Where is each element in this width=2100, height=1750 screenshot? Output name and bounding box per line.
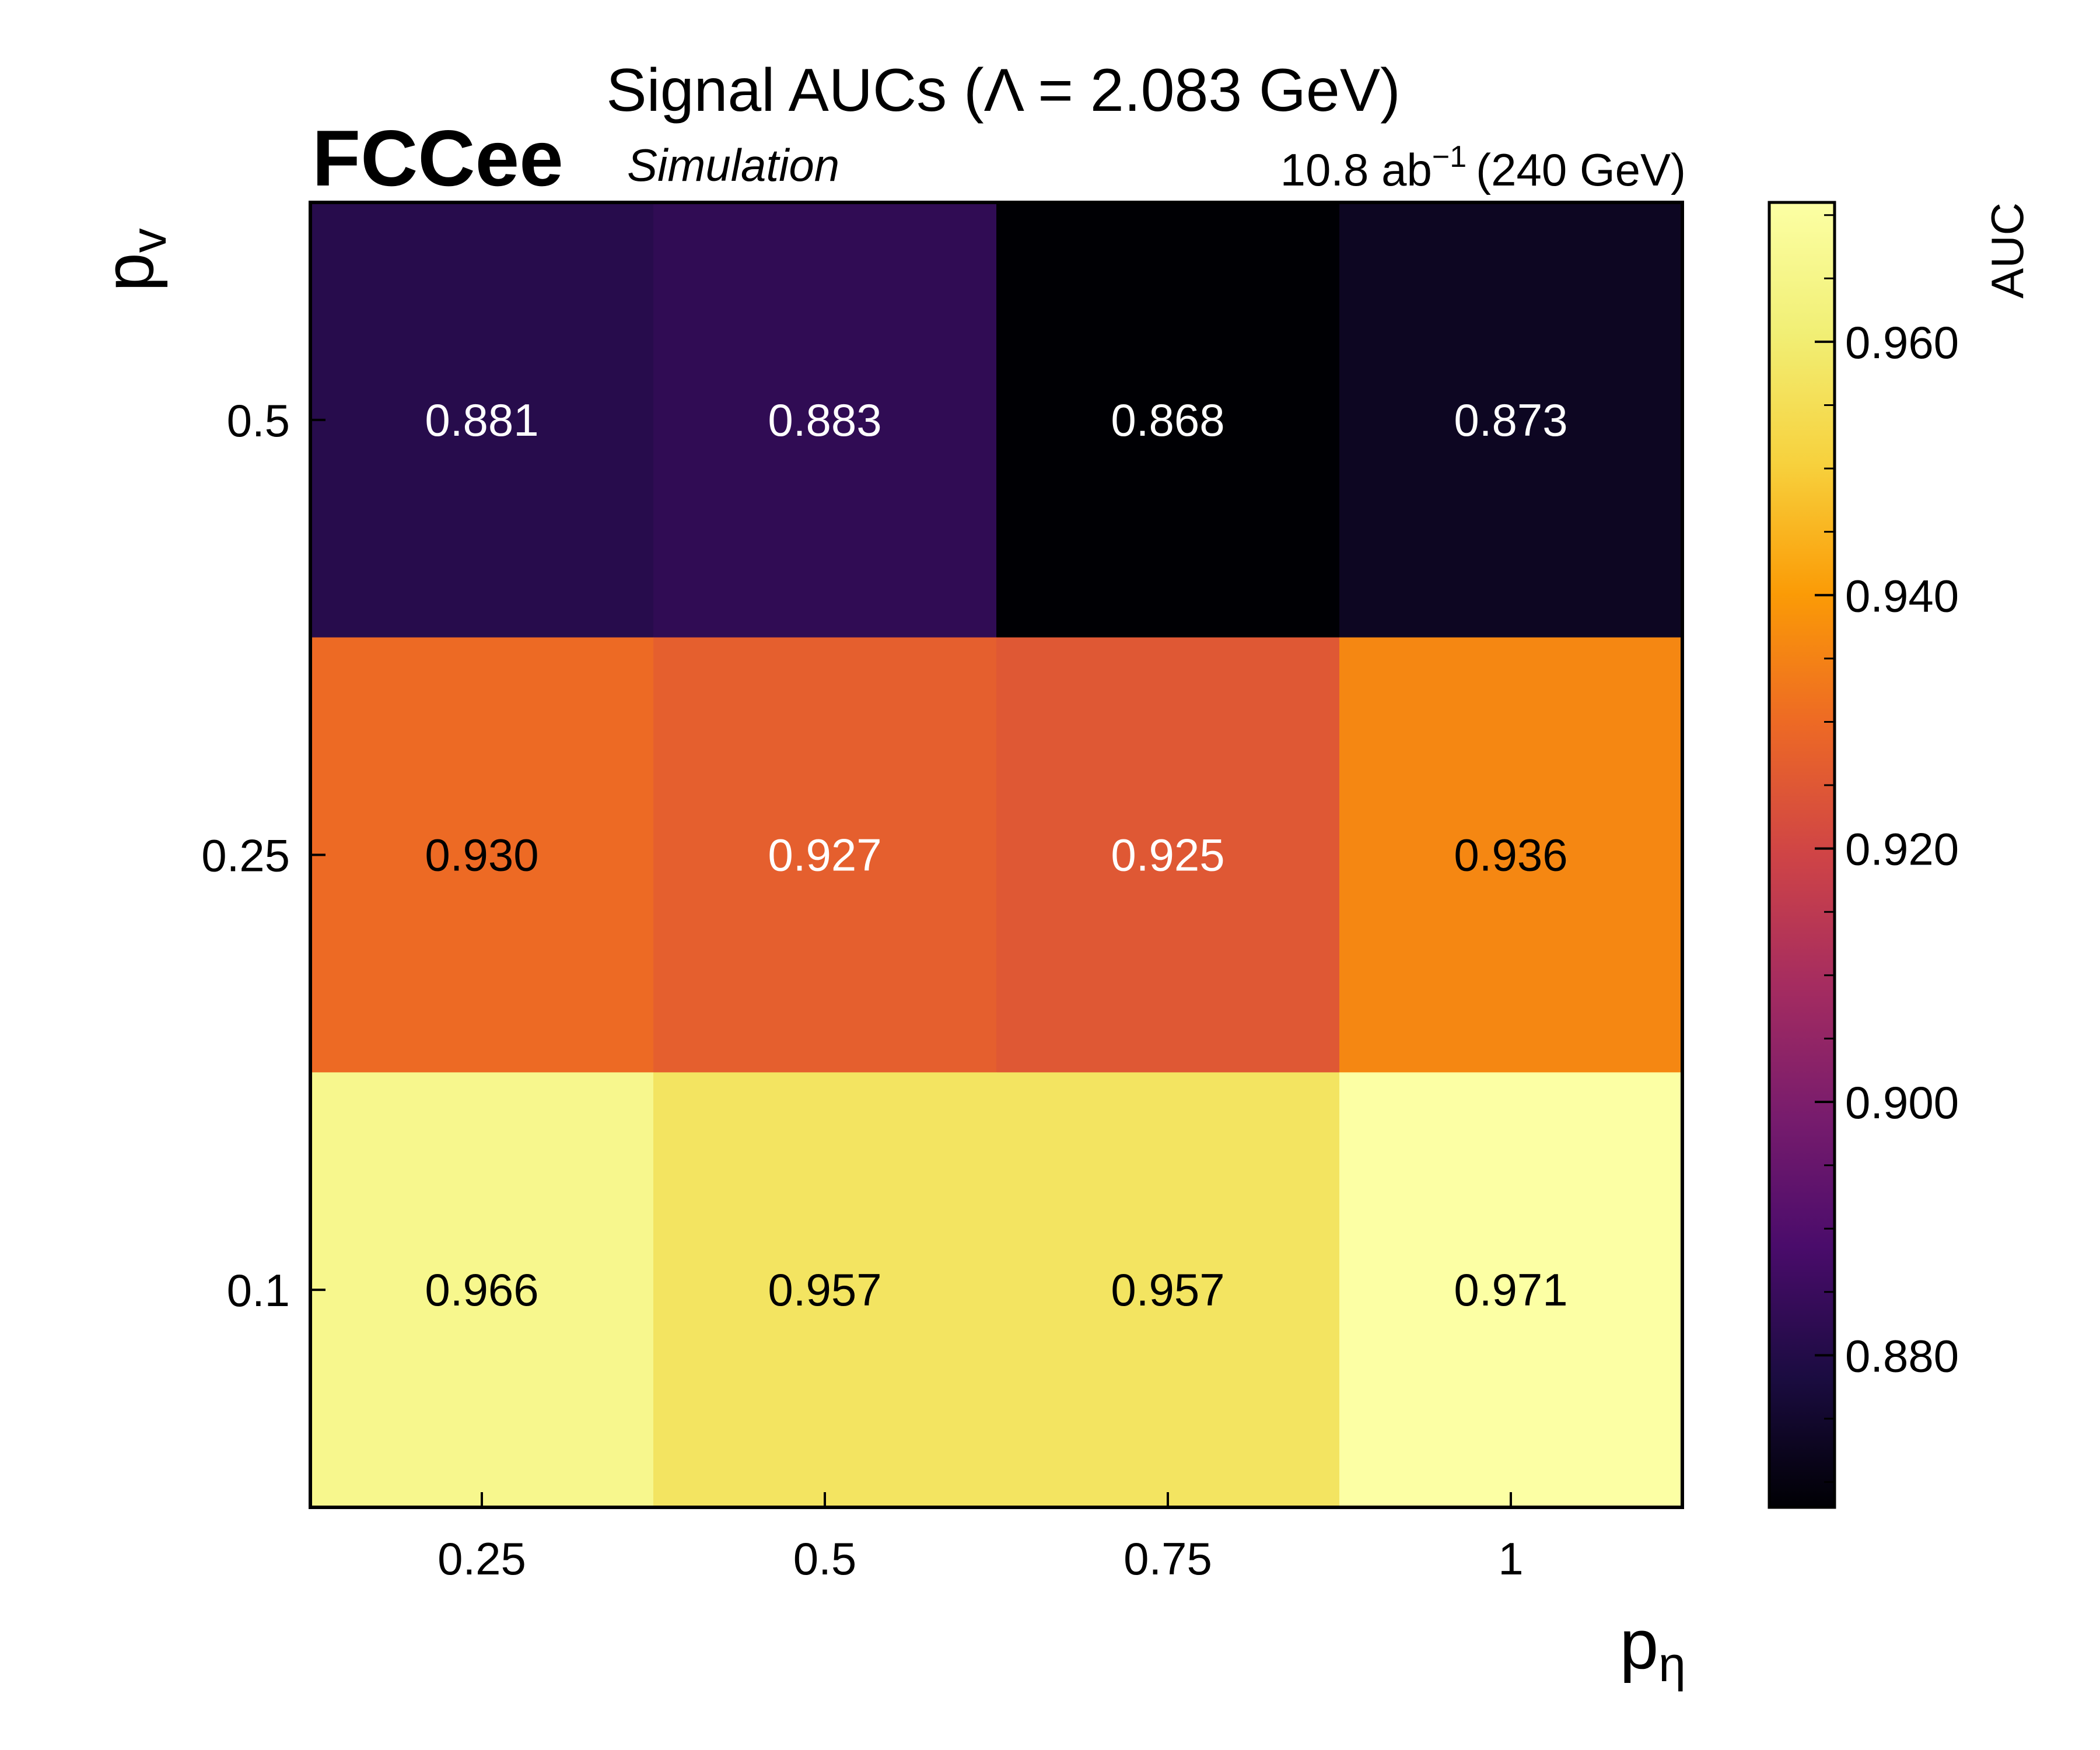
heatmap-cell <box>1339 637 1683 1073</box>
x-tick-label: 0.75 <box>1124 1533 1212 1584</box>
cell-value-label: 0.957 <box>768 1264 881 1315</box>
axis-ticks: 0.25 0.5 0.75 1 0.5 0.25 0.1 <box>201 395 1524 1584</box>
cell-value-label: 0.957 <box>1111 1264 1224 1315</box>
colorbar-tick-label: 0.960 <box>1845 317 1959 368</box>
lumi-energy: (240 GeV) <box>1476 144 1686 195</box>
x-tick-label: 0.25 <box>438 1533 526 1584</box>
cell-value-label: 0.927 <box>768 830 881 881</box>
colorbar-tick-label: 0.920 <box>1845 824 1959 875</box>
heatmap-cell <box>653 637 997 1073</box>
colorbar-tick-label: 0.900 <box>1845 1077 1959 1128</box>
chart-title: Signal AUCs (Λ = 2.083 GeV) <box>606 57 1401 124</box>
cell-value-label: 0.966 <box>425 1264 538 1315</box>
y-tick-label: 0.25 <box>201 830 290 881</box>
experiment-tag: Simulation <box>627 139 839 191</box>
y-axis-label-main: p <box>90 253 168 292</box>
heatmap-cell <box>996 1072 1340 1508</box>
cell-value-label: 0.883 <box>768 394 881 446</box>
colorbar-tick-label: 0.880 <box>1845 1330 1959 1381</box>
heatmap-cell <box>653 1072 997 1508</box>
experiment-label: FCCee <box>312 114 564 202</box>
plot-frame <box>309 201 1684 1509</box>
heatmap-cells: 0.881 0.883 0.868 0.873 0.930 0.927 0.925 0.936… <box>310 202 1683 1508</box>
colorbar-label: AUC <box>1982 202 2033 299</box>
lumi-value: 10.8 ab <box>1280 144 1432 195</box>
x-axis-label-sub: η <box>1658 1637 1686 1692</box>
y-tick-label: 0.5 <box>227 395 290 446</box>
colorbar-tick-label: 0.940 <box>1845 570 1959 621</box>
heatmap-cell <box>310 637 654 1073</box>
cell-value-label: 0.971 <box>1454 1264 1567 1315</box>
x-tick-label: 1 <box>1498 1533 1523 1584</box>
cell-value-label: 0.925 <box>1111 830 1224 881</box>
colorbar <box>1768 201 1836 1509</box>
y-axis-label: pv <box>90 228 176 292</box>
cell-value-label: 0.873 <box>1454 394 1567 446</box>
x-axis-label: pη <box>1620 1605 1686 1692</box>
x-axis-label-main: p <box>1620 1605 1659 1684</box>
colorbar-ticks: 0.880 0.900 0.920 0.940 0.960 <box>1815 214 1959 1483</box>
heatmap-cell <box>996 202 1340 638</box>
lumi-exponent: −1 <box>1432 140 1466 174</box>
y-axis-label-sub: v <box>121 228 176 253</box>
heatmap-cell <box>1339 202 1683 638</box>
y-tick-label: 0.1 <box>227 1265 290 1316</box>
heatmap-cell <box>310 1072 654 1508</box>
heatmap-cell <box>996 637 1340 1073</box>
cell-value-label: 0.936 <box>1454 830 1567 881</box>
x-tick-label: 0.5 <box>793 1533 856 1584</box>
heatmap-cell <box>1339 1072 1683 1508</box>
cell-value-label: 0.868 <box>1111 394 1224 446</box>
cell-value-label: 0.881 <box>425 394 538 446</box>
cell-value-label: 0.930 <box>425 830 538 881</box>
heatmap-cell <box>310 202 654 638</box>
luminosity-label: 10.8 ab−1 (240 GeV) <box>1280 140 1686 195</box>
heatmap-cell <box>653 202 997 638</box>
